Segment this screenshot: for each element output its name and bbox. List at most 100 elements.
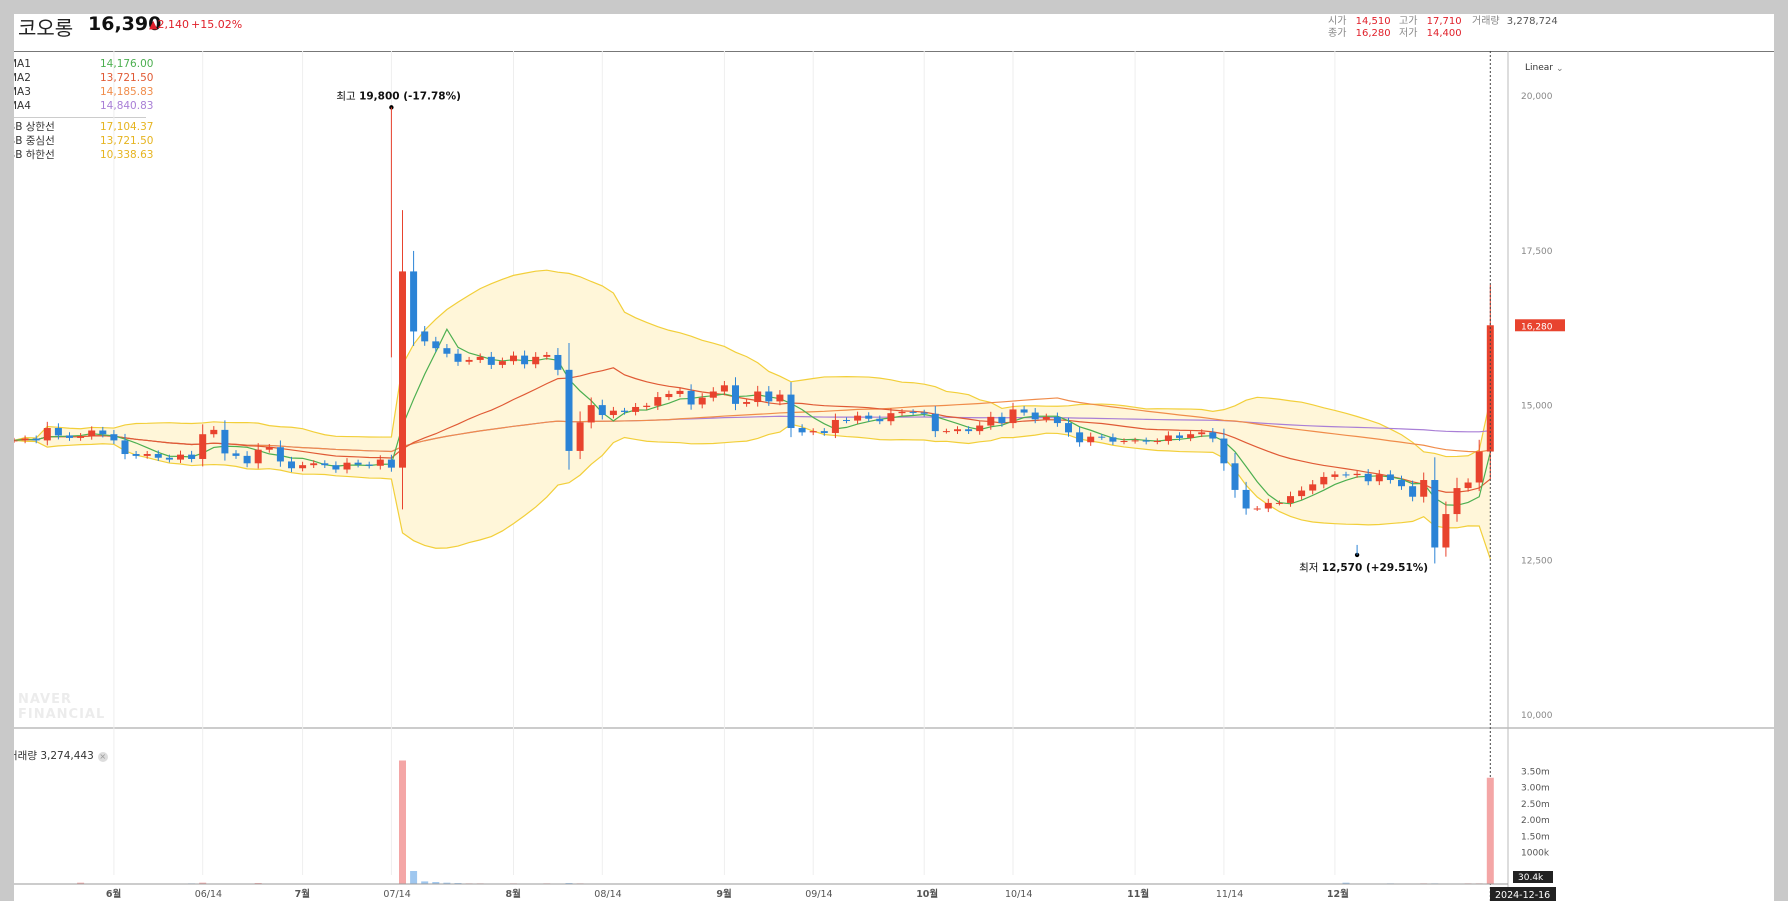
candle (787, 394, 795, 429)
candle (110, 434, 118, 441)
candle (1053, 416, 1061, 424)
ma2-line (14, 367, 1491, 493)
candle (421, 331, 429, 342)
ma-legend-item: MA4 14,840.83 (14, 99, 153, 113)
candle (843, 419, 850, 421)
ma-legend-item: MA1 14,176.00 (14, 57, 153, 71)
candle (1142, 440, 1150, 442)
candle (854, 415, 862, 421)
candle (598, 405, 606, 416)
bb-legend-value: 10,338.63 (100, 149, 154, 161)
candle (942, 431, 950, 433)
candle (54, 428, 62, 436)
candle (809, 431, 817, 433)
volume-tick-label: 2.00m (1521, 816, 1550, 826)
price-chart[interactable]: 최고 19,800 (-17.78%) 최저 12,570 (+29.51%) 20… (14, 14, 1774, 901)
ma-legend-value: 14,176.00 (100, 58, 154, 70)
x-tick-label: 7월 (295, 888, 310, 900)
candle (1420, 480, 1428, 497)
candle (1153, 441, 1161, 443)
candle (1198, 432, 1206, 435)
ma-legend-label: MA2 (14, 72, 31, 84)
candle (754, 391, 762, 403)
indicator-legend: MA1 14,176.00 MA2 13,721.50 MA3 14,185.83 MA4 1… (14, 57, 153, 162)
candle (1398, 480, 1405, 487)
bb-legend-item: BB 상한선 17,104.37 (14, 120, 153, 134)
x-tick-label: 8월 (506, 888, 521, 900)
extreme-annotation: 최저 12,570 (+29.51%) (1299, 562, 1428, 574)
candle (1342, 474, 1350, 476)
candle (920, 412, 928, 414)
x-tick-label: 11/14 (1216, 889, 1243, 900)
candle (1320, 476, 1328, 485)
y-tick-label: 15,000 (1521, 402, 1553, 412)
candle (43, 428, 51, 441)
stock-price: 16,390 (88, 14, 162, 35)
candle (954, 429, 961, 432)
quote-open: 시가 14,510 (1328, 16, 1391, 27)
candle (965, 429, 973, 432)
candle (399, 271, 406, 468)
candle (698, 397, 706, 405)
candle (831, 419, 839, 433)
candle (432, 341, 440, 349)
candle (865, 415, 873, 419)
candle (154, 454, 162, 458)
x-tick-label: 09/14 (805, 889, 832, 900)
candle (998, 416, 1006, 424)
candle (410, 271, 418, 332)
volume-bar (410, 871, 418, 884)
price-change: ▲2,140 (149, 18, 189, 31)
x-tick-label: 12월 (1327, 888, 1349, 900)
candle (1087, 436, 1095, 443)
candle (976, 425, 984, 432)
candle (1098, 436, 1106, 438)
x-tick-label: 6월 (106, 888, 121, 900)
candle (1464, 482, 1472, 489)
candle (765, 391, 773, 402)
candle (1375, 474, 1383, 482)
candle (498, 361, 506, 365)
candle (931, 413, 939, 432)
candle (1386, 474, 1394, 481)
candle (221, 429, 229, 454)
candle (820, 431, 828, 433)
quote-volume: 거래량 3,278,724 (1472, 16, 1558, 27)
volume-tick-label: 3.50m (1521, 767, 1550, 777)
volume-tag-bg (1513, 871, 1553, 883)
x-tick-label: 10/14 (1005, 889, 1032, 900)
volume-bar (1342, 882, 1350, 884)
quote-close: 종가 16,280 (1328, 28, 1391, 39)
naver-financial-watermark: NAVER FINANCIAL (18, 692, 106, 722)
y-tick-label: 12,500 (1521, 556, 1553, 566)
candle (1364, 473, 1372, 482)
candle (798, 428, 806, 433)
candle (1298, 490, 1306, 497)
candle (476, 356, 484, 360)
candle (587, 405, 595, 423)
candle (1020, 409, 1028, 413)
ma-legend-label: MA3 (14, 86, 31, 98)
bb-legend-label: BB 상한선 (14, 121, 55, 133)
candle (465, 359, 473, 362)
candle (1253, 508, 1261, 510)
candle (743, 402, 751, 404)
candle (621, 410, 628, 412)
close-icon[interactable]: × (97, 752, 108, 762)
candle (332, 465, 340, 470)
candle (1287, 496, 1294, 503)
volume-panel-label: 거래량 3,274,443× (14, 750, 108, 762)
candle (732, 385, 739, 404)
candle (654, 397, 662, 406)
scale-mode-button: Linear (1525, 63, 1553, 73)
candle (66, 435, 73, 438)
x-tick-label: 10월 (916, 888, 938, 900)
ma-legend-item: MA3 14,185.83 (14, 85, 153, 99)
candle (14, 440, 18, 442)
bb-legend-label: BB 중심선 (14, 135, 55, 147)
x-tick-label: 07/14 (383, 889, 410, 900)
candle (1109, 437, 1117, 442)
current-price-tag-bg (1515, 319, 1565, 332)
candle (387, 459, 395, 468)
volume-current-tag: 30.4k (1518, 873, 1544, 883)
